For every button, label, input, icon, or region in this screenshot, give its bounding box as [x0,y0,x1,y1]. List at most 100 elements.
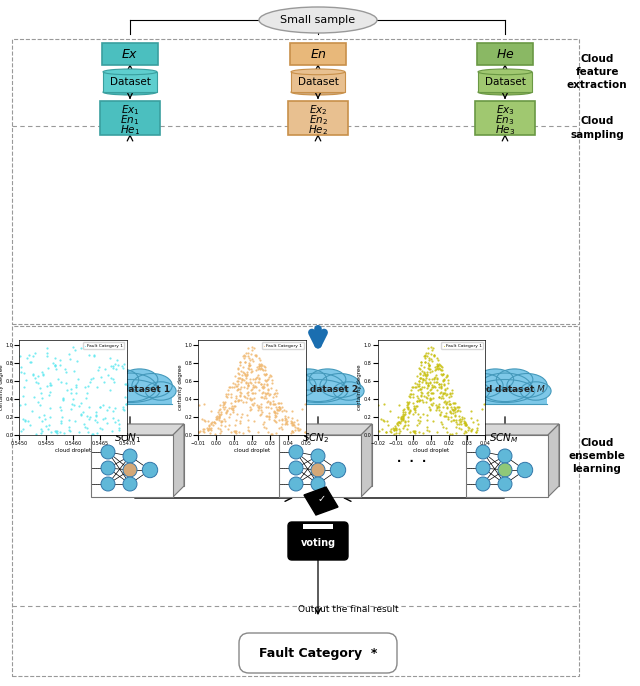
Point [418,374,428,385]
Point [274,405,284,416]
Point [154,388,164,399]
Point [396,414,406,425]
Bar [279,435,361,497]
Point [397,411,407,422]
Point [243,348,253,359]
Point [416,372,426,383]
Point [389,429,399,440]
Point [477,403,487,414]
Ellipse shape [102,369,139,390]
Ellipse shape [290,369,326,390]
Point [216,408,227,419]
Point [255,411,266,422]
Point [108,363,118,374]
Point [83,350,93,361]
Point [296,418,307,429]
Point [255,410,266,421]
Point [397,406,408,417]
Point [378,415,388,426]
Point [50,359,60,370]
Point [202,415,212,426]
Point [177,370,188,381]
Point [104,385,115,396]
Point [262,379,272,390]
Point [437,387,447,398]
Point [252,361,262,372]
Point [424,361,434,372]
Point [233,367,243,378]
Point [445,412,456,423]
Point [429,372,440,383]
Point [205,427,215,438]
Point [414,362,424,373]
Point [413,385,424,396]
Point [225,398,236,409]
Point [410,426,420,437]
Point [437,362,447,372]
Point [424,364,434,375]
Point [414,395,424,406]
Point [206,418,216,429]
Point [215,423,225,434]
Point [403,402,413,413]
Text: Output the final result: Output the final result [298,606,398,615]
Point [147,368,157,379]
Point [241,373,251,384]
Ellipse shape [289,445,303,459]
Point [442,370,452,381]
Point [392,418,402,429]
Point [256,405,266,416]
Point [216,416,227,427]
Point [422,389,433,400]
Point [454,418,464,429]
Point [459,413,469,424]
Point [453,401,463,412]
Point [373,400,383,411]
Text: voting: voting [300,538,335,548]
Point [87,429,97,440]
Bar [466,435,548,497]
Point [243,386,253,397]
Point [447,404,457,415]
Point [260,414,270,425]
Point [112,355,122,366]
Point [456,412,467,423]
Point [444,392,454,403]
Point [463,425,473,436]
Point [433,403,443,414]
Point [441,398,451,409]
Point [424,352,434,363]
Text: Cloud dataset 2: Cloud dataset 2 [278,384,358,394]
Point [277,418,287,429]
Point [216,416,226,427]
Point [422,370,432,381]
Point [423,357,433,368]
Point [259,378,269,389]
Point [434,392,444,403]
Point [261,388,271,399]
Point [141,365,152,376]
Point [420,347,431,358]
Point [390,423,400,434]
Ellipse shape [463,373,503,397]
Point [436,381,446,392]
Point [446,391,456,402]
Point [0,390,10,401]
Point [424,360,434,371]
Point [298,425,308,436]
Text: $He_3$: $He_3$ [495,123,515,137]
Point [399,420,410,431]
Point [419,391,429,402]
Point [149,375,159,386]
Point [92,364,102,375]
Ellipse shape [520,382,551,400]
Point [225,409,236,420]
Point [133,387,143,398]
Point [0,372,2,383]
Point [241,392,251,403]
Point [393,420,403,431]
Point [31,377,42,388]
Point [294,427,304,438]
Bar [291,72,345,92]
Point [292,423,303,434]
